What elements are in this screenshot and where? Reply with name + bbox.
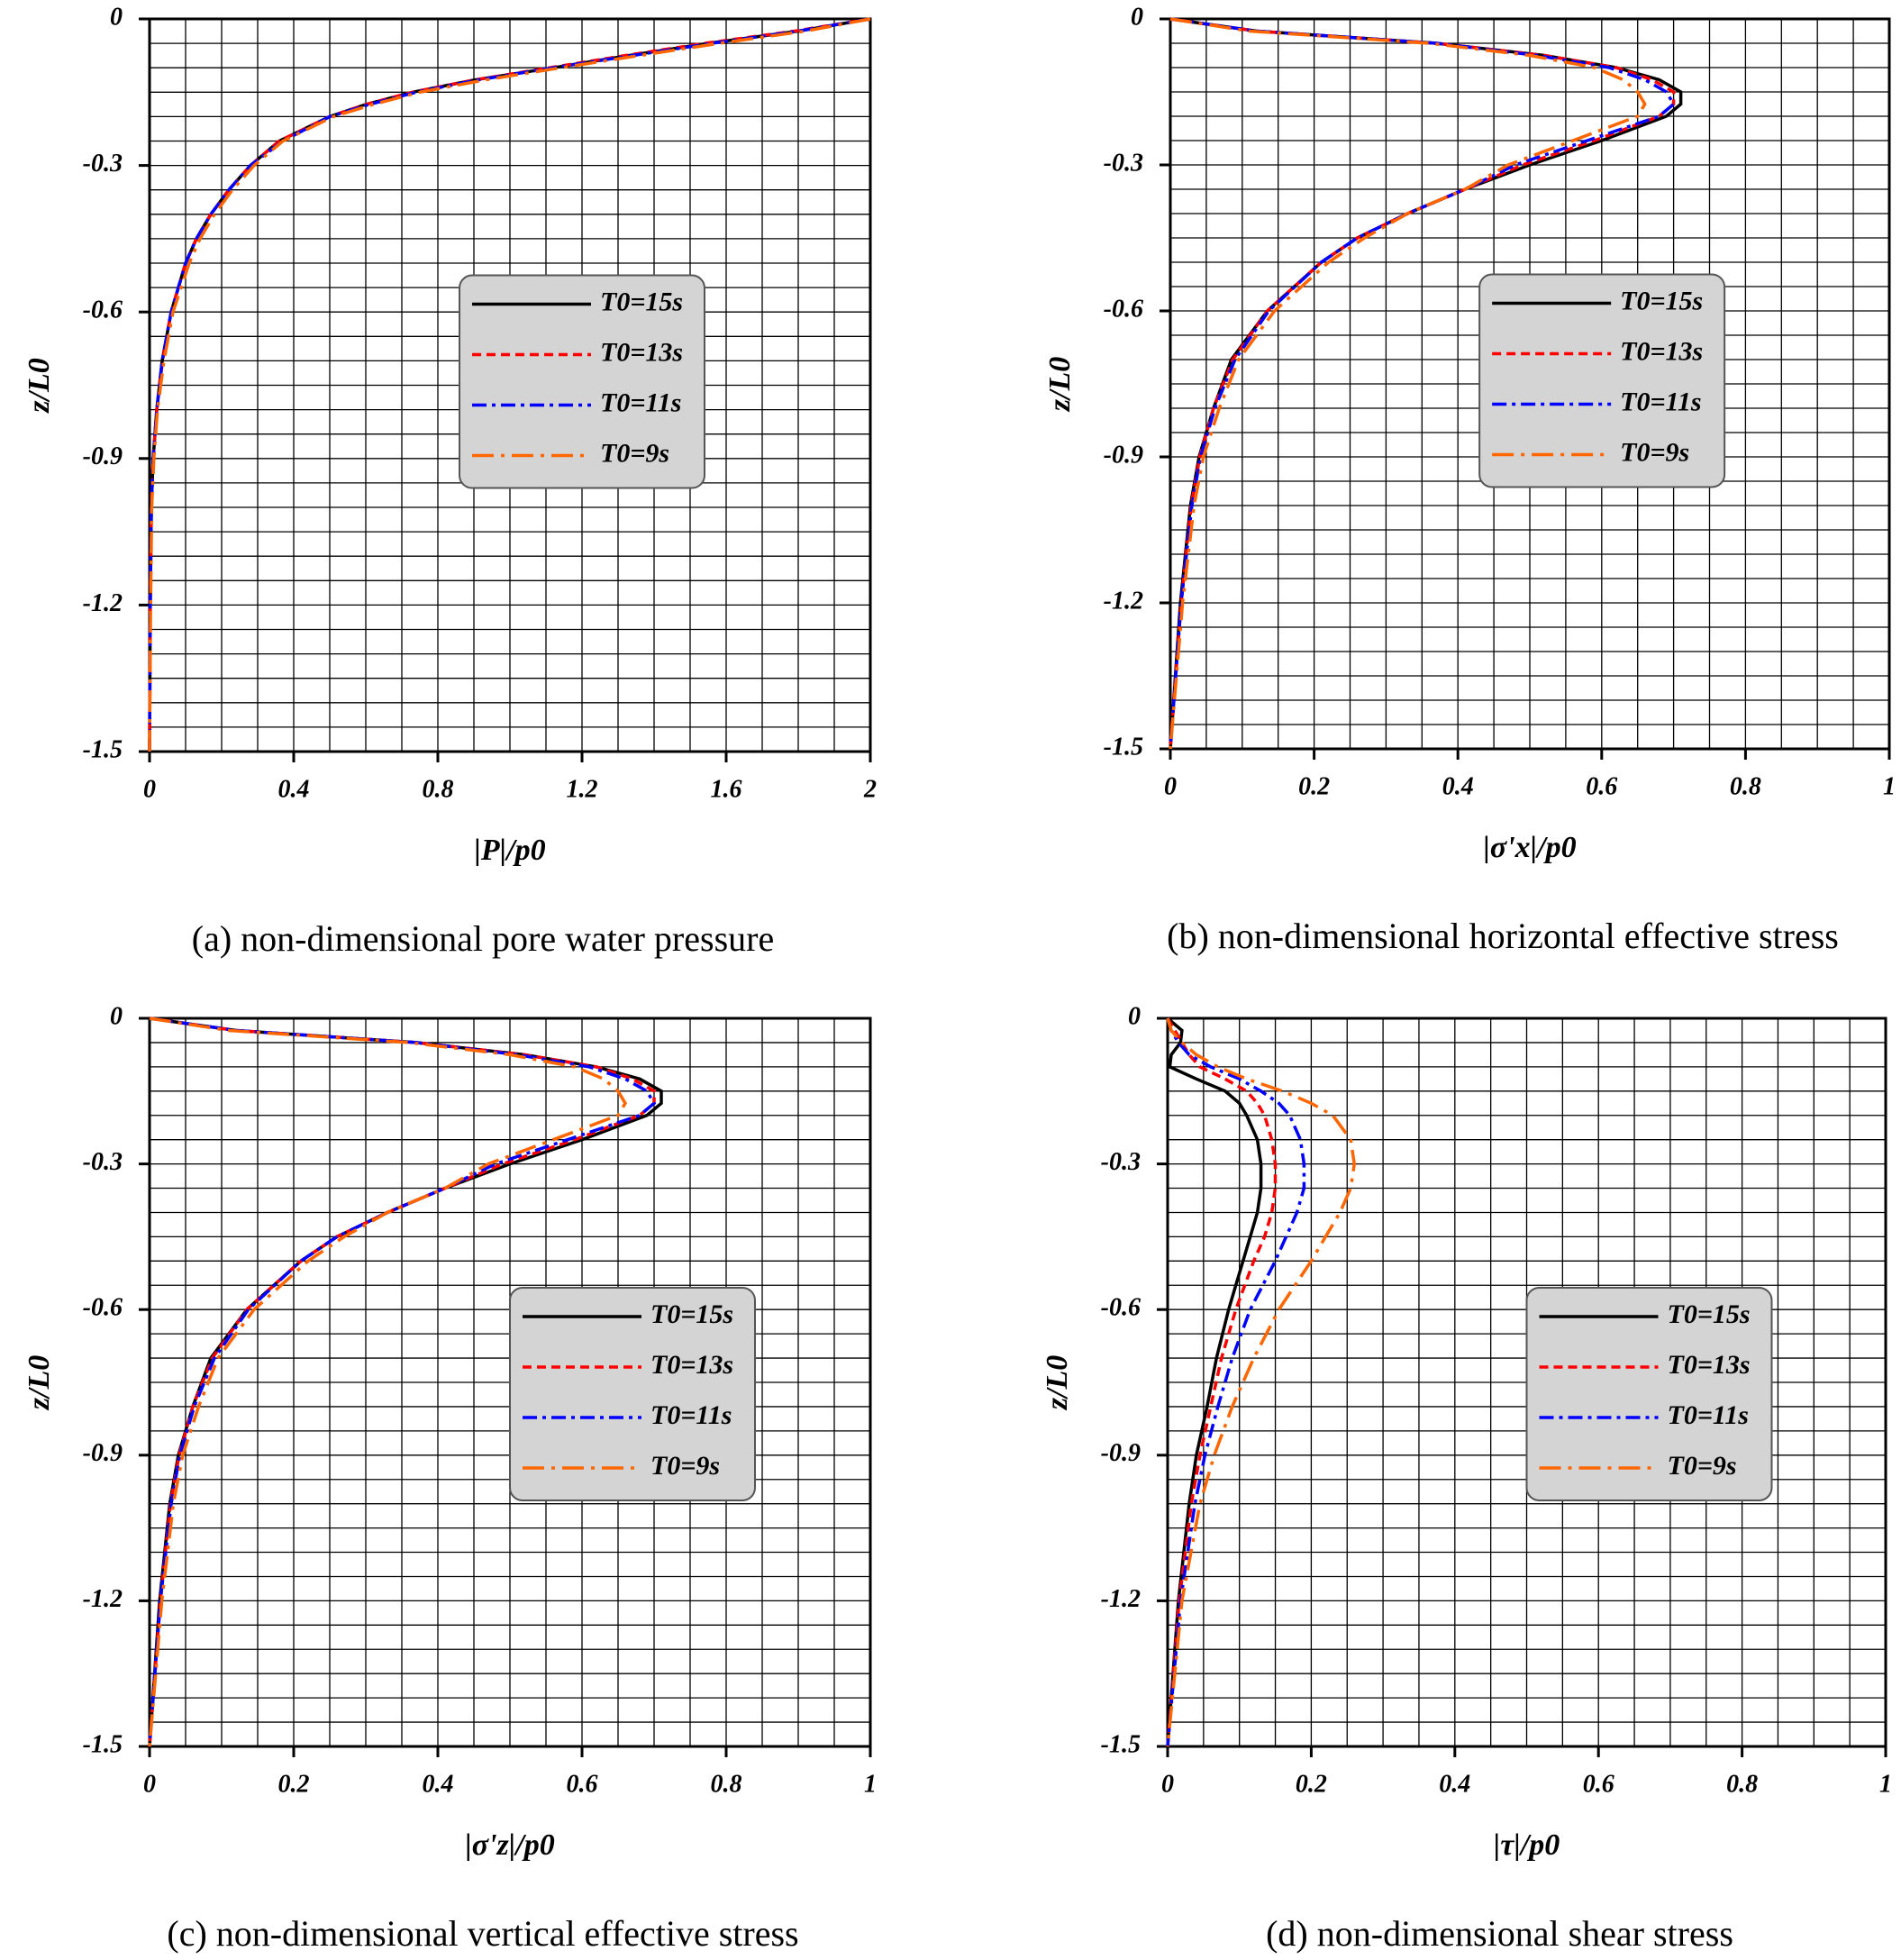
legend-box (459, 274, 705, 489)
series-line (1169, 17, 1647, 750)
y-axis-label: z/L0 (1043, 357, 1077, 412)
y-tick-label: -1.2 (1104, 587, 1143, 615)
y-tick-label: -1.5 (1104, 733, 1143, 761)
x-tick-label: 0.4 (1442, 772, 1474, 800)
x-tick-label: 2 (863, 775, 877, 803)
legend-label: T0=15s (600, 287, 683, 316)
legend-label: T0=11s (1668, 1400, 1749, 1430)
y-tick-label: -0.9 (83, 1439, 123, 1467)
legend-label: T0=13s (1668, 1350, 1751, 1380)
y-tick-label: -0.3 (83, 150, 123, 178)
caption: (a) non-dimensional pore water pressure (192, 918, 774, 959)
x-tick-label: 1 (1879, 1770, 1892, 1798)
x-axis-label: |P|/p0 (474, 834, 545, 867)
series-line (148, 1016, 657, 1747)
panel: 0 0.2 0.4 0.6 0.8 1 0 -0.3 -0.6 -0.9 -1.2 -1.5 |τ|/p… (1041, 1002, 1892, 1954)
y-tick-label: 0 (1128, 1002, 1141, 1030)
y-tick-label: -0.9 (1101, 1439, 1141, 1467)
y-tick-label: -1.5 (1101, 1730, 1141, 1758)
plot-frame (148, 17, 872, 753)
legend-label: T0=9s (600, 438, 669, 468)
x-tick-label: 0.8 (711, 1770, 742, 1798)
legend-box (509, 1286, 756, 1501)
y-tick-label: 0 (110, 3, 123, 31)
legend-label: T0=11s (650, 1400, 732, 1430)
x-tick-label: 0.6 (567, 1770, 598, 1798)
x-tick-label: 0.2 (1296, 1770, 1327, 1798)
legend-label: T0=15s (1668, 1299, 1751, 1329)
series-line (148, 17, 871, 752)
y-axis-label: z/L0 (23, 1355, 56, 1410)
caption: (c) non-dimensional vertical effective s… (167, 1913, 798, 1954)
legend-label: T0=15s (1620, 286, 1703, 315)
series-line (1166, 1016, 1263, 1747)
y-tick-label: -1.5 (83, 1730, 123, 1758)
x-tick-label: 0 (1161, 1770, 1174, 1798)
x-tick-label: 1.2 (567, 775, 598, 803)
y-tick-label: 0 (110, 1002, 123, 1030)
y-axis-label: z/L0 (1041, 1355, 1074, 1410)
y-tick-label: -0.6 (83, 1294, 123, 1322)
y-tick-label: -0.6 (1104, 295, 1143, 323)
series-line (1166, 1017, 1278, 1747)
x-tick-label: 0.8 (423, 775, 454, 803)
y-tick-label: -0.6 (1101, 1294, 1141, 1322)
y-tick-label: -0.3 (83, 1148, 123, 1176)
x-tick-label: 1.6 (711, 775, 742, 803)
y-axis-label: z/L0 (23, 358, 56, 413)
legend-label: T0=11s (600, 387, 681, 417)
plot-frame (148, 1016, 872, 1748)
x-tick-label: 0.4 (278, 775, 310, 803)
y-tick-label: -1.2 (1101, 1585, 1141, 1613)
legend-label: T0=13s (600, 337, 683, 367)
series-line (1166, 1017, 1306, 1747)
x-tick-label: 0.2 (278, 1770, 310, 1798)
x-tick-label: 0.4 (1439, 1770, 1470, 1798)
y-tick-label: 0 (1131, 3, 1143, 31)
x-tick-label: 0.6 (1586, 772, 1617, 800)
y-tick-label: -1.5 (83, 735, 123, 763)
x-tick-label: 0 (143, 775, 156, 803)
legend-label: T0=13s (1620, 336, 1703, 366)
x-tick-label: 1 (1883, 772, 1896, 800)
x-axis-label: |τ|/p0 (1494, 1828, 1560, 1862)
series-line (1166, 1017, 1356, 1747)
caption: (b) non-dimensional horizontal effective… (1167, 916, 1839, 956)
legend-label: T0=13s (650, 1350, 733, 1380)
y-tick-label: -0.3 (1101, 1148, 1141, 1176)
y-tick-label: -1.2 (83, 1585, 123, 1613)
caption: (d) non-dimensional shear stress (1266, 1913, 1733, 1954)
x-axis-label: |σ'z|/p0 (465, 1828, 554, 1862)
y-tick-label: -0.9 (1104, 441, 1143, 469)
legend-label: T0=9s (1668, 1451, 1737, 1481)
panel: 0 0.2 0.4 0.6 0.8 1 0 -0.3 -0.6 -0.9 -1.2 -1.5 |σ'z|… (23, 1002, 877, 1954)
x-tick-label: 0.4 (423, 1770, 454, 1798)
panel: 0 0.4 0.8 1.2 1.6 2 0 -0.3 -0.6 -0.9 -1.2 -1.5 |P|/p… (23, 3, 877, 959)
series-line (1169, 17, 1676, 750)
legend-label: T0=11s (1620, 387, 1701, 416)
x-tick-label: 0.2 (1298, 772, 1330, 800)
legend-label: T0=9s (650, 1451, 720, 1481)
plot-frame (1169, 17, 1891, 751)
x-tick-label: 1 (864, 1770, 877, 1798)
x-tick-label: 0.6 (1583, 1770, 1614, 1798)
y-tick-label: -1.2 (83, 589, 123, 617)
y-tick-label: -0.6 (83, 296, 123, 324)
x-tick-label: 0.8 (1726, 1770, 1758, 1798)
plot-frame (1166, 1016, 1887, 1748)
panel: 0 0.2 0.4 0.6 0.8 1 0 -0.3 -0.6 -0.9 -1.2 -1.5 |σ'x|… (1043, 3, 1896, 956)
x-tick-label: 0 (143, 1770, 156, 1798)
x-tick-label: 0.8 (1730, 772, 1761, 800)
legend-box (1525, 1286, 1773, 1501)
legend-label: T0=9s (1620, 437, 1689, 467)
y-tick-label: -0.9 (83, 442, 123, 470)
x-tick-label: 0 (1164, 772, 1177, 800)
series-line (148, 1016, 628, 1747)
y-tick-label: -0.3 (1104, 149, 1143, 177)
legend-box (1478, 273, 1726, 488)
legend-label: T0=15s (650, 1299, 733, 1329)
x-axis-label: |σ'x|/p0 (1483, 831, 1576, 864)
